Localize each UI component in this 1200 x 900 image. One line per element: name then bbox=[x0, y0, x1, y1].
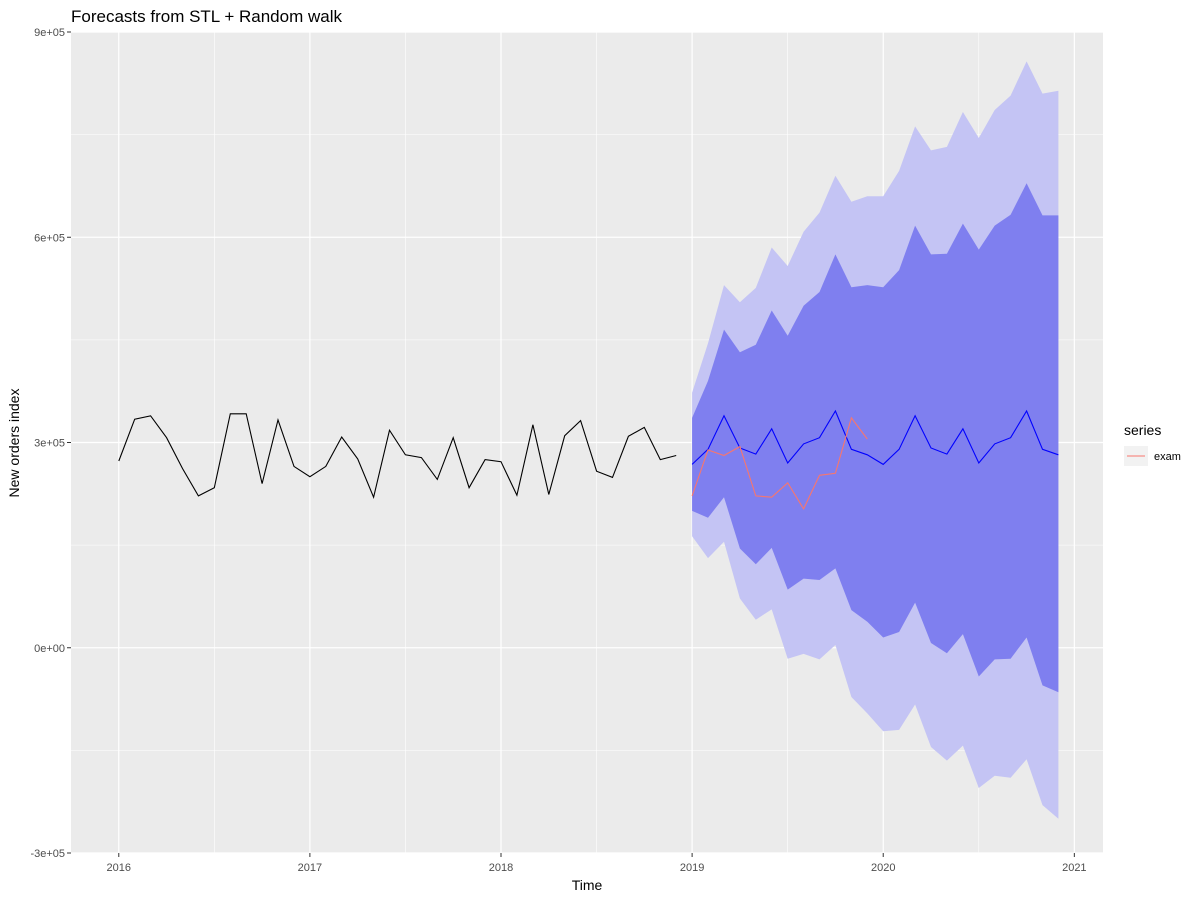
chart-title: Forecasts from STL + Random walk bbox=[71, 7, 342, 26]
legend: series exam bbox=[1124, 422, 1181, 466]
x-tick-label: 2020 bbox=[871, 862, 895, 874]
x-tick-label: 2019 bbox=[680, 862, 704, 874]
forecast-mean-line bbox=[691, 409, 1059, 466]
x-tick-label: 2018 bbox=[489, 862, 513, 874]
legend-label-exam: exam bbox=[1154, 451, 1181, 463]
series-lines bbox=[118, 409, 1059, 511]
series-line-exam bbox=[691, 416, 868, 511]
y-tick-label: -3e+05 bbox=[30, 848, 65, 860]
prediction-bands bbox=[692, 61, 1059, 819]
y-axis-title: New orders index bbox=[6, 389, 22, 498]
y-tick-label: 6e+05 bbox=[34, 232, 65, 244]
band-80 bbox=[692, 183, 1059, 693]
y-axis: -3e+05 0e+00 3e+05 6e+05 9e+05 bbox=[30, 27, 71, 860]
x-tick-label: 2016 bbox=[107, 862, 131, 874]
y-tick-label: 9e+05 bbox=[34, 27, 65, 39]
y-tick-label: 0e+00 bbox=[34, 643, 65, 655]
x-tick-label: 2017 bbox=[298, 862, 322, 874]
x-axis: 2016 2017 2018 2019 2020 2021 bbox=[107, 853, 1087, 874]
legend-title: series bbox=[1124, 422, 1161, 438]
x-axis-title: Time bbox=[572, 877, 603, 893]
x-tick-label: 2021 bbox=[1062, 862, 1086, 874]
history-line bbox=[118, 413, 677, 499]
y-tick-label: 3e+05 bbox=[34, 438, 65, 450]
